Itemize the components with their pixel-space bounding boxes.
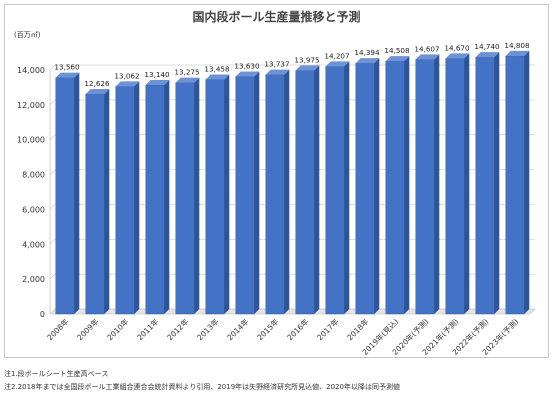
note-2: 注2.2018年までは全国段ボール工業組合連合会統計資料より引用、2019年は矢… — [4, 383, 400, 391]
y-tick-label: 12,000 — [17, 101, 45, 110]
bar — [505, 55, 525, 315]
bar-top — [175, 77, 200, 83]
bar — [415, 59, 435, 315]
x-tick-label: 2011年 — [135, 316, 161, 342]
bar-top — [265, 69, 290, 75]
x-tick-label: 2016年 — [285, 316, 311, 342]
bar — [265, 74, 285, 315]
gridline-side — [49, 239, 56, 245]
bar-top — [415, 54, 440, 60]
bar — [115, 86, 135, 315]
bar-top — [115, 81, 140, 87]
y-tick-label: 0 — [40, 310, 45, 319]
bar — [175, 82, 195, 315]
gridline-side — [49, 308, 56, 315]
x-tick-label: 2012年 — [165, 316, 191, 342]
bar-chart: 0 2,000 4,000 6,000 8,000 10,000 12,000 14,000 1… — [17, 41, 536, 357]
bar-top — [325, 61, 350, 67]
gridline-side — [49, 99, 56, 106]
data-label: 14,394 — [354, 48, 380, 57]
data-label: 14,508 — [384, 46, 410, 55]
data-label: 14,670 — [444, 43, 470, 52]
bar — [85, 93, 105, 315]
data-label: 13,630 — [234, 61, 260, 70]
x-tick-label: 2013年 — [195, 316, 221, 342]
bar-side — [344, 61, 350, 314]
bar-side — [464, 53, 470, 315]
y-tick-label: 6,000 — [22, 205, 45, 214]
bar — [385, 60, 405, 315]
y-tick-label: 4,000 — [22, 240, 45, 249]
data-label: 14,207 — [324, 51, 349, 60]
bar-top — [85, 88, 110, 94]
bar-top — [475, 52, 500, 58]
bar-side — [524, 50, 530, 314]
note-1: 注1.段ボールシート生産高ベース — [4, 370, 109, 378]
x-tick-label: 2009年 — [75, 316, 101, 342]
bar-side — [224, 74, 230, 314]
bar-side — [164, 79, 170, 314]
y-tick-label: 14,000 — [17, 66, 45, 75]
data-label: 13,140 — [144, 70, 170, 79]
bar — [235, 76, 255, 315]
gridline-side — [49, 204, 56, 210]
gridline-side — [49, 169, 56, 175]
data-label: 14,607 — [414, 44, 439, 53]
x-tick-label: 2010年 — [105, 316, 131, 342]
chart-notes: 注1.段ボールシート生産高ベース 注2.2018年までは全国段ボール工業組合連合… — [4, 368, 549, 394]
data-label: 12,626 — [84, 79, 110, 88]
bar-top — [505, 50, 530, 56]
y-tick-label: 10,000 — [17, 136, 45, 145]
bar — [205, 79, 225, 315]
data-label: 13,560 — [54, 63, 80, 72]
bar-side — [254, 71, 260, 314]
data-label: 13,458 — [204, 64, 230, 73]
bar — [145, 84, 165, 315]
bar — [445, 58, 465, 315]
y-tick-label: 8,000 — [22, 171, 45, 180]
gridline-side — [49, 273, 56, 280]
data-label: 14,740 — [474, 42, 500, 51]
x-tick-label: 2017年 — [315, 316, 341, 342]
x-tick-label: 2018年 — [345, 316, 371, 342]
bar-side — [434, 54, 440, 314]
bar-side — [314, 65, 320, 314]
gridline-side — [49, 64, 56, 71]
bar-side — [104, 88, 110, 314]
bar — [325, 66, 345, 315]
data-label: 13,275 — [174, 68, 199, 77]
bar-top — [205, 74, 230, 80]
bar-side — [74, 72, 80, 314]
bar-top — [55, 72, 80, 78]
bar — [295, 70, 315, 315]
gridline-side — [49, 134, 56, 140]
bar-top — [445, 53, 470, 59]
data-label: 13,062 — [114, 71, 139, 80]
data-label: 13,737 — [264, 60, 289, 69]
bar-top — [295, 65, 320, 71]
bar — [355, 62, 375, 315]
bar-side — [494, 52, 500, 315]
x-tick-label: 2015年 — [255, 316, 281, 342]
bar-side — [134, 81, 140, 315]
x-tick-label: 2008年 — [45, 316, 71, 342]
data-label: 14,808 — [504, 41, 530, 50]
bar-top — [385, 56, 410, 62]
x-tick-label: 2014年 — [225, 316, 251, 342]
bar-side — [194, 77, 200, 314]
bar — [55, 77, 75, 315]
bar-top — [235, 71, 260, 77]
y-axis-unit-label: (百万㎡) — [14, 31, 41, 39]
bar-side — [284, 69, 290, 315]
bar-side — [404, 56, 410, 314]
chart-title: 国内段ボール生産量推移と予測 — [192, 10, 361, 24]
bar-top — [145, 79, 170, 85]
bar-top — [355, 58, 380, 64]
data-label: 13,975 — [294, 55, 319, 64]
y-tick-label: 2,000 — [22, 275, 45, 284]
bar-side — [374, 58, 380, 314]
bar — [475, 56, 495, 315]
